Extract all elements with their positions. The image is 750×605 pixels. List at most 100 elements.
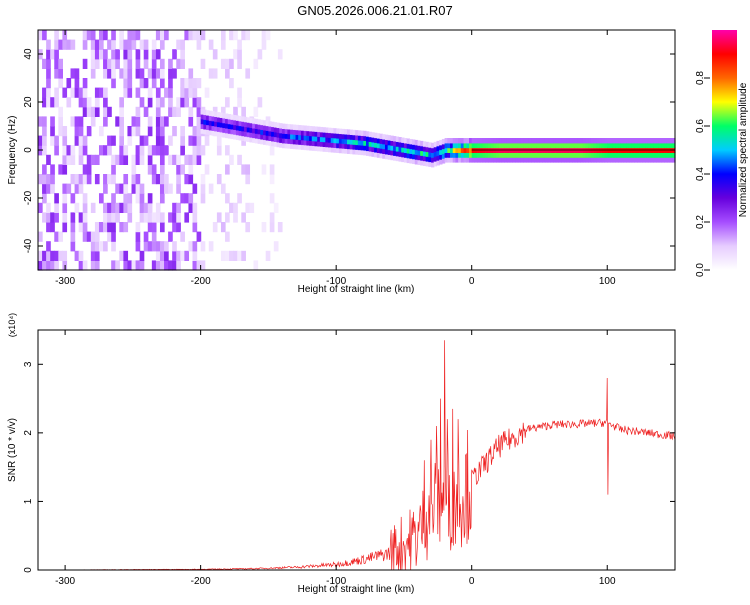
spectrogram-cell	[253, 106, 259, 117]
spectrogram-cell	[135, 49, 141, 60]
spectrogram-signal-cell	[319, 136, 324, 142]
spectrogram-signal-cell	[558, 152, 562, 158]
spectrogram-signal-cell	[455, 147, 459, 153]
spectrogram-signal-cell	[650, 142, 654, 149]
spectrogram-cell	[196, 231, 202, 242]
spectrogram-cell	[107, 202, 112, 213]
spectrogram-signal-cell	[412, 153, 416, 160]
spectrogram-cell	[54, 87, 59, 98]
spectrogram-cell	[54, 212, 59, 223]
spectrogram-cell	[103, 241, 108, 252]
spectrogram-signal-cell	[387, 144, 391, 151]
spectrogram-cell	[103, 212, 108, 223]
spectrogram-cell	[127, 135, 133, 146]
spectrogram-signal-cell	[601, 152, 606, 158]
spectrogram-cell	[192, 260, 198, 271]
spectrogram-signal-cell	[249, 117, 253, 124]
spectrogram-cell	[147, 116, 153, 127]
spectrogram-signal-cell	[525, 157, 530, 163]
spectrogram-cell	[151, 164, 157, 175]
spectrogram-signal-cell	[566, 142, 570, 149]
spectrogram-cell	[42, 116, 47, 127]
spectrogram-signal-cell	[414, 139, 419, 146]
spectrogram-cell	[50, 183, 55, 194]
spectrogram-cell	[143, 106, 149, 117]
spectrogram-cell	[151, 212, 157, 223]
spectrogram-signal-cell	[409, 158, 413, 164]
spectrogram-signal-cell	[330, 132, 335, 139]
colorbar-label: Normalized spectral amplitude	[738, 82, 749, 217]
spectrogram-cell	[46, 58, 51, 69]
spectrogram-signal-cell	[433, 161, 438, 167]
spectrogram-signal-cell	[347, 138, 351, 145]
spectrogram-signal-cell	[544, 152, 549, 158]
spectrogram-signal-cell	[425, 151, 429, 157]
spectrogram-cell	[192, 87, 198, 98]
spectrogram-signal-cell	[479, 152, 484, 158]
snr-plot-area	[38, 330, 675, 570]
spectrogram-cell	[123, 58, 129, 69]
spectrogram-cell	[172, 126, 177, 137]
spectrogram-signal-cell	[257, 133, 261, 140]
spectrogram-signal-cell	[669, 157, 673, 163]
spectrogram-cell	[111, 164, 116, 175]
spectrogram-signal-cell	[349, 129, 354, 135]
spectrogram-cell	[82, 145, 88, 156]
spectrogram-signal-cell	[311, 135, 316, 142]
spectrogram-cell	[192, 212, 198, 223]
spectrogram-signal-cell	[357, 149, 362, 155]
spectrogram-cell	[188, 30, 194, 41]
spectrogram-cell	[172, 212, 177, 223]
spectrogram-signal-cell	[555, 157, 560, 163]
spectrogram-cell	[172, 68, 177, 79]
spectrogram-cell	[131, 183, 137, 194]
spectrogram-signal-cell	[471, 138, 476, 144]
spectrogram-signal-cell	[477, 142, 481, 149]
spectrogram-signal-cell	[544, 138, 549, 144]
spectrogram-signal-cell	[580, 152, 584, 158]
spectrogram-signal-cell	[433, 156, 438, 162]
spectrogram-cell	[159, 174, 165, 185]
spectrogram-cell	[233, 250, 238, 261]
spectrogram-signal-cell	[466, 147, 470, 153]
spectrogram-signal-cell	[599, 138, 603, 144]
spectrogram-cell	[265, 30, 271, 41]
spectrogram-signal-cell	[599, 152, 603, 158]
spectrogram-signal-cell	[325, 127, 329, 133]
spectrogram-cell	[159, 68, 165, 79]
spectrogram-cell	[90, 202, 96, 213]
spectrogram-signal-cell	[287, 124, 291, 130]
spectrogram-cell	[176, 222, 181, 233]
spectrogram-cell	[82, 30, 88, 41]
spectrogram-signal-cell	[420, 150, 424, 156]
spectrogram-cell	[184, 193, 190, 204]
spectrogram-cell	[168, 154, 173, 165]
spectrogram-signal-cell	[647, 152, 652, 158]
spectrogram-signal-cell	[287, 143, 291, 149]
spectrogram-signal-cell	[406, 152, 410, 159]
spectrogram-signal-cell	[528, 142, 532, 149]
spectrogram-signal-cell	[203, 124, 207, 130]
spectrogram-cell	[135, 145, 141, 156]
spectrogram-signal-cell	[658, 152, 663, 158]
spectrogram-cell	[229, 250, 234, 261]
spectrogram-cell	[159, 116, 165, 127]
spectrogram-cell	[233, 202, 238, 213]
spectrogram-cell	[269, 164, 275, 175]
spectrogram-cell	[82, 212, 88, 223]
spectrogram-cell	[46, 222, 51, 233]
spectrogram-cell	[277, 222, 283, 233]
spectrogram-signal-cell	[439, 139, 443, 146]
spectrogram-signal-cell	[517, 152, 522, 158]
spectrogram-signal-cell	[300, 139, 305, 146]
spectrogram-cell	[54, 49, 59, 60]
spectrogram-signal-cell	[317, 145, 321, 152]
spectrogram-signal-cell	[496, 138, 500, 144]
spectrogram-cell	[180, 49, 185, 60]
spectrogram-cell	[159, 97, 165, 108]
spectrogram-signal-cell	[458, 138, 462, 144]
spectrogram-cell	[74, 78, 80, 89]
spectrogram-cell	[245, 164, 251, 175]
spectrogram-cell	[119, 126, 124, 137]
spectrogram-signal-cell	[268, 126, 272, 132]
